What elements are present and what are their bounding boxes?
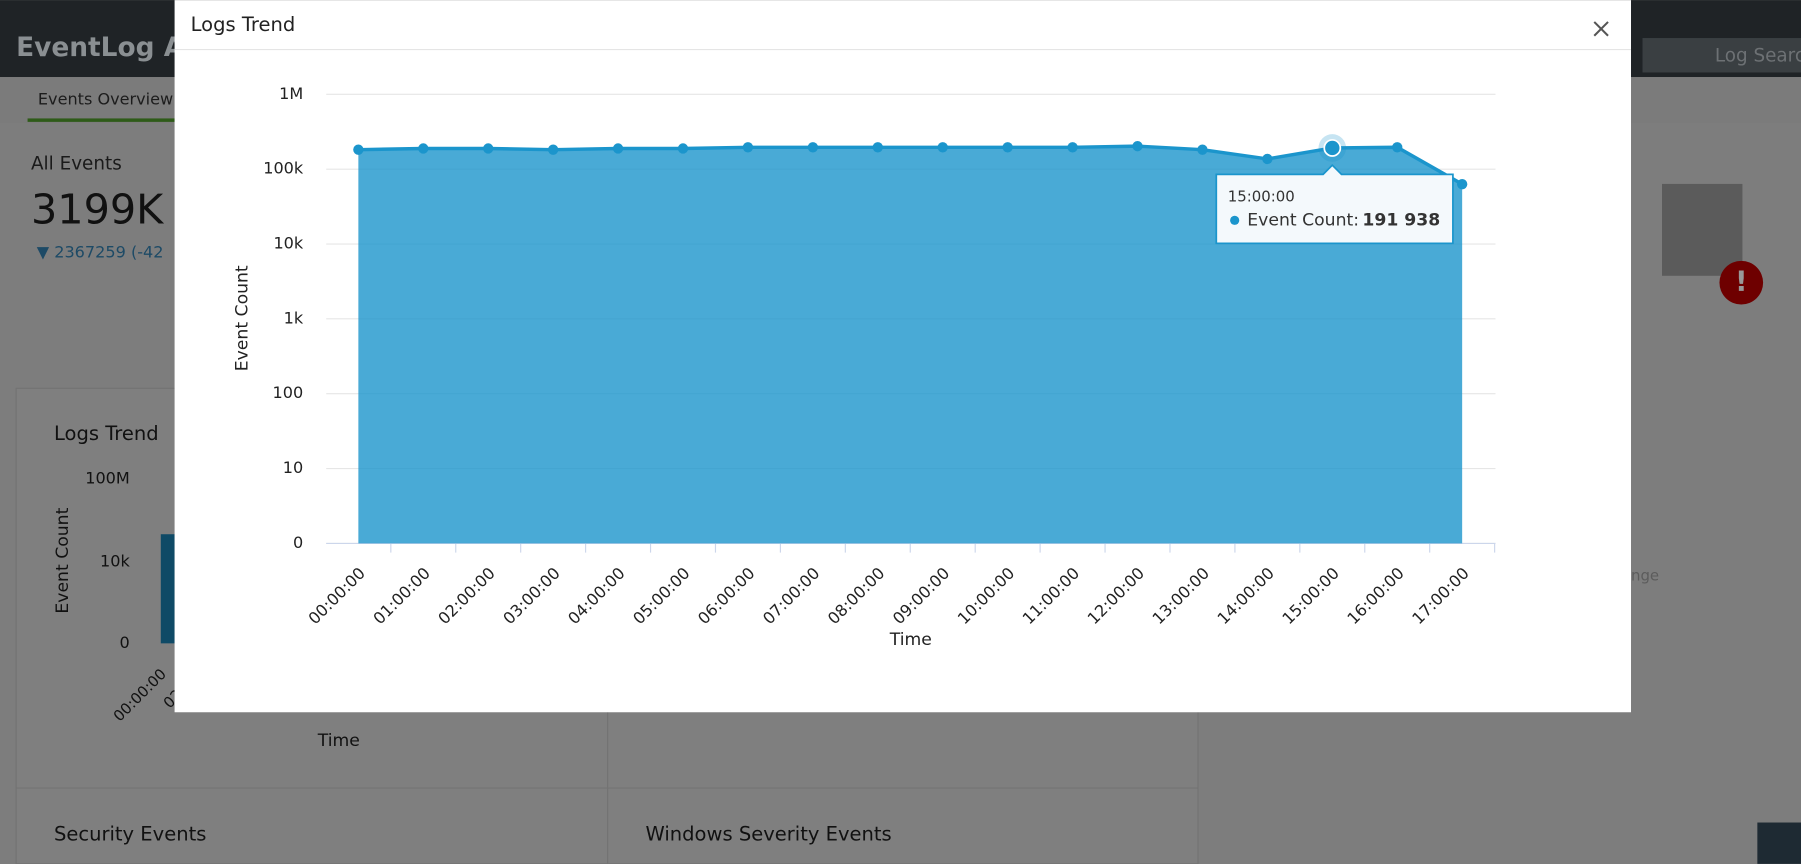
line [358,144,1464,186]
point [1197,144,1208,155]
point [1456,179,1468,190]
small-y-label: Event Count [53,507,73,613]
y-tick-label: 100 [273,383,304,402]
all-events: All Events [31,153,122,174]
point [1067,142,1078,153]
point [807,142,819,153]
small-x-label: Time [317,731,360,751]
point [418,143,429,154]
chat-button[interactable] [1757,822,1801,864]
y-tick-label: 10 [283,458,303,477]
point [547,144,559,155]
x-axis-label: Time [889,630,932,650]
y-tick-label: 100k [263,159,304,178]
tooltip-title: 15:00:00 [1228,187,1295,205]
point [353,144,364,155]
close-button[interactable] [1593,21,1609,37]
small-bar [160,534,175,644]
total: 3199K [31,186,164,234]
svg-text:!: ! [1735,266,1748,298]
point [677,143,689,154]
search-box[interactable] [1642,38,1801,73]
small-tick: 10k [100,551,130,570]
small-tick: 100M [85,469,130,488]
point [483,143,494,154]
area [358,146,1463,544]
range-hint: nge [1631,567,1659,585]
point [872,142,883,153]
tooltip-label: Event Count: [1247,210,1359,230]
point [742,142,754,153]
delta: ▼ 2367259 (-42 [37,242,164,261]
tab[interactable]: Events Overview [38,90,173,109]
small-tick: 0 [120,633,130,652]
y-tick-label: 1k [284,308,304,327]
y-tick-label: 10k [273,234,303,253]
modal-title: Logs Trend [191,13,296,36]
tooltip-box [1215,163,1454,245]
small-title: Logs Trend [54,422,159,445]
point [612,143,624,154]
tooltip-dot [1230,215,1240,225]
brand: EventLog An [16,32,203,63]
y-tick-label: 1M [279,84,303,103]
y-tick-label: 0 [293,533,303,552]
point [1262,153,1273,165]
hover-point [1323,139,1342,157]
section-title: Security Events [54,823,206,846]
search-placeholder: Log Search [1715,45,1801,66]
server-icon: ! [1662,183,1764,305]
point [1002,142,1013,153]
section-title: Windows Severity Events [646,823,892,846]
point [937,142,948,153]
tab-underline [27,118,177,122]
point [1392,142,1403,153]
point [1132,140,1143,152]
tooltip-value: 191 938 [1362,210,1440,230]
y-axis-label: Event Count [232,265,252,371]
